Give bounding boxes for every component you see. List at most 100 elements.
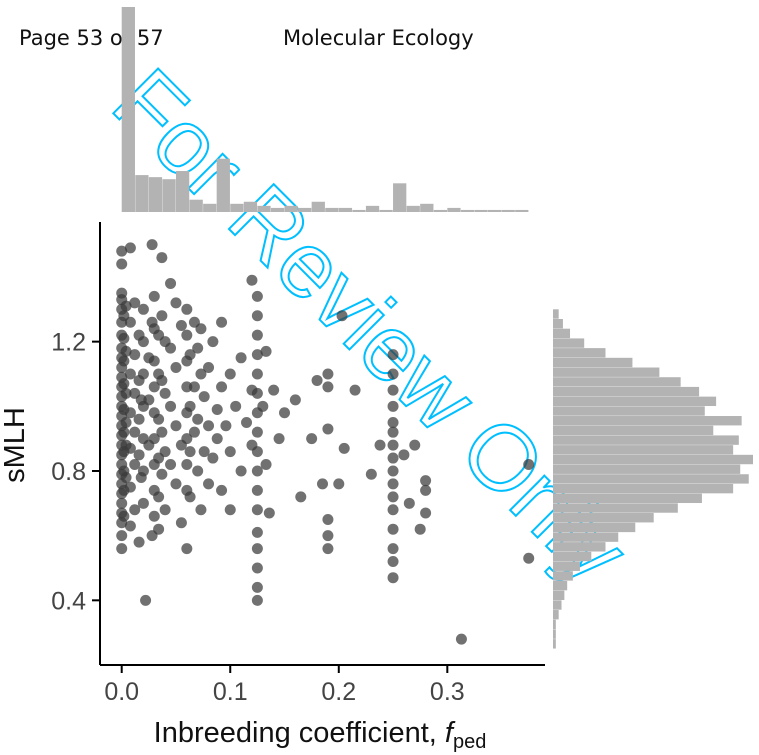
y-hist-bar bbox=[553, 319, 563, 329]
data-point bbox=[198, 391, 210, 403]
x-hist-bar bbox=[298, 207, 312, 212]
data-point bbox=[260, 459, 272, 471]
data-point bbox=[295, 491, 307, 503]
y-axis-ticks: 0.4 0.8 1.2 bbox=[51, 329, 100, 615]
y-hist-bar bbox=[553, 629, 556, 639]
y-hist-bar bbox=[553, 338, 585, 348]
y-hist-bar bbox=[553, 416, 742, 426]
data-point bbox=[129, 504, 141, 516]
y-hist-bar bbox=[553, 454, 753, 465]
data-point bbox=[133, 536, 145, 548]
data-point bbox=[143, 394, 155, 406]
x-hist-bar bbox=[352, 209, 366, 212]
y-hist-bar bbox=[553, 464, 741, 474]
data-point bbox=[148, 355, 160, 367]
data-point bbox=[251, 387, 263, 399]
data-point bbox=[148, 433, 160, 445]
y-hist-bar bbox=[553, 619, 556, 630]
data-point bbox=[148, 381, 160, 393]
data-point bbox=[289, 394, 301, 406]
data-point bbox=[156, 468, 168, 480]
y-hist-bar bbox=[553, 639, 556, 649]
data-point bbox=[184, 400, 196, 412]
data-point bbox=[257, 400, 269, 412]
data-point bbox=[349, 384, 361, 396]
x-hist-bar bbox=[243, 201, 258, 212]
x-axis-label: Inbreeding coefficient, fped bbox=[154, 717, 487, 753]
x-hist-bar bbox=[365, 205, 380, 212]
x-tick-label: 0.0 bbox=[104, 678, 139, 706]
data-point bbox=[159, 446, 171, 458]
x-hist-bar bbox=[148, 177, 163, 212]
x-hist-bar bbox=[257, 205, 271, 212]
data-point bbox=[455, 633, 467, 645]
data-point bbox=[184, 349, 196, 361]
data-point bbox=[181, 459, 193, 471]
data-point bbox=[118, 378, 130, 390]
data-point bbox=[333, 478, 345, 490]
data-point bbox=[336, 310, 348, 322]
data-point bbox=[251, 581, 263, 593]
y-hist-bar bbox=[553, 348, 606, 358]
y-tick-label: 0.4 bbox=[51, 587, 86, 615]
data-point bbox=[398, 449, 410, 461]
data-point bbox=[224, 368, 236, 380]
data-point bbox=[387, 504, 399, 516]
data-point bbox=[322, 543, 334, 555]
data-point bbox=[181, 329, 193, 341]
x-hist-bar bbox=[135, 175, 149, 212]
data-point bbox=[137, 303, 149, 315]
x-tick-label: 0.1 bbox=[213, 678, 248, 706]
data-point bbox=[273, 433, 285, 445]
data-point bbox=[387, 478, 399, 490]
data-point bbox=[403, 497, 415, 509]
data-point bbox=[251, 526, 263, 538]
y-hist-bar bbox=[553, 425, 714, 436]
data-point bbox=[165, 277, 177, 289]
data-point bbox=[137, 465, 149, 477]
data-point bbox=[184, 491, 196, 503]
data-point bbox=[306, 433, 318, 445]
y-tick-label: 0.8 bbox=[51, 458, 86, 486]
data-point bbox=[165, 459, 177, 471]
data-point bbox=[120, 345, 132, 357]
data-point bbox=[195, 323, 207, 335]
data-point bbox=[251, 426, 263, 438]
data-point bbox=[523, 459, 535, 471]
data-point bbox=[156, 374, 168, 386]
y-hist-bar bbox=[553, 483, 734, 494]
data-point bbox=[170, 478, 182, 490]
data-point bbox=[322, 423, 334, 435]
data-point bbox=[251, 349, 263, 361]
data-point bbox=[216, 381, 228, 393]
data-point bbox=[137, 336, 149, 348]
y-hist-bar bbox=[553, 600, 562, 610]
y-hist-bar bbox=[553, 590, 565, 601]
data-point bbox=[203, 478, 215, 490]
data-point bbox=[203, 420, 215, 432]
data-point bbox=[165, 342, 177, 354]
data-point bbox=[129, 297, 141, 309]
data-point bbox=[317, 478, 328, 490]
x-tick-label: 0.3 bbox=[430, 678, 465, 706]
x-hist-bar bbox=[515, 209, 529, 212]
data-point bbox=[251, 446, 263, 458]
data-point bbox=[322, 530, 334, 542]
data-point bbox=[124, 442, 136, 454]
data-point bbox=[387, 465, 399, 477]
data-point bbox=[387, 556, 399, 568]
x-hist-bar bbox=[406, 205, 420, 212]
journal-title: Molecular Ecology bbox=[283, 26, 474, 50]
y-hist-bar bbox=[553, 445, 734, 455]
data-point bbox=[387, 416, 399, 428]
y-hist-bar bbox=[553, 406, 705, 416]
y-hist-bar bbox=[553, 435, 739, 445]
x-hist-bar bbox=[311, 201, 325, 212]
data-point bbox=[148, 510, 160, 522]
y-hist-bar bbox=[553, 377, 681, 387]
x-hist-bar bbox=[420, 203, 434, 212]
data-point bbox=[387, 491, 399, 503]
data-point bbox=[120, 471, 132, 483]
data-point bbox=[211, 433, 223, 445]
